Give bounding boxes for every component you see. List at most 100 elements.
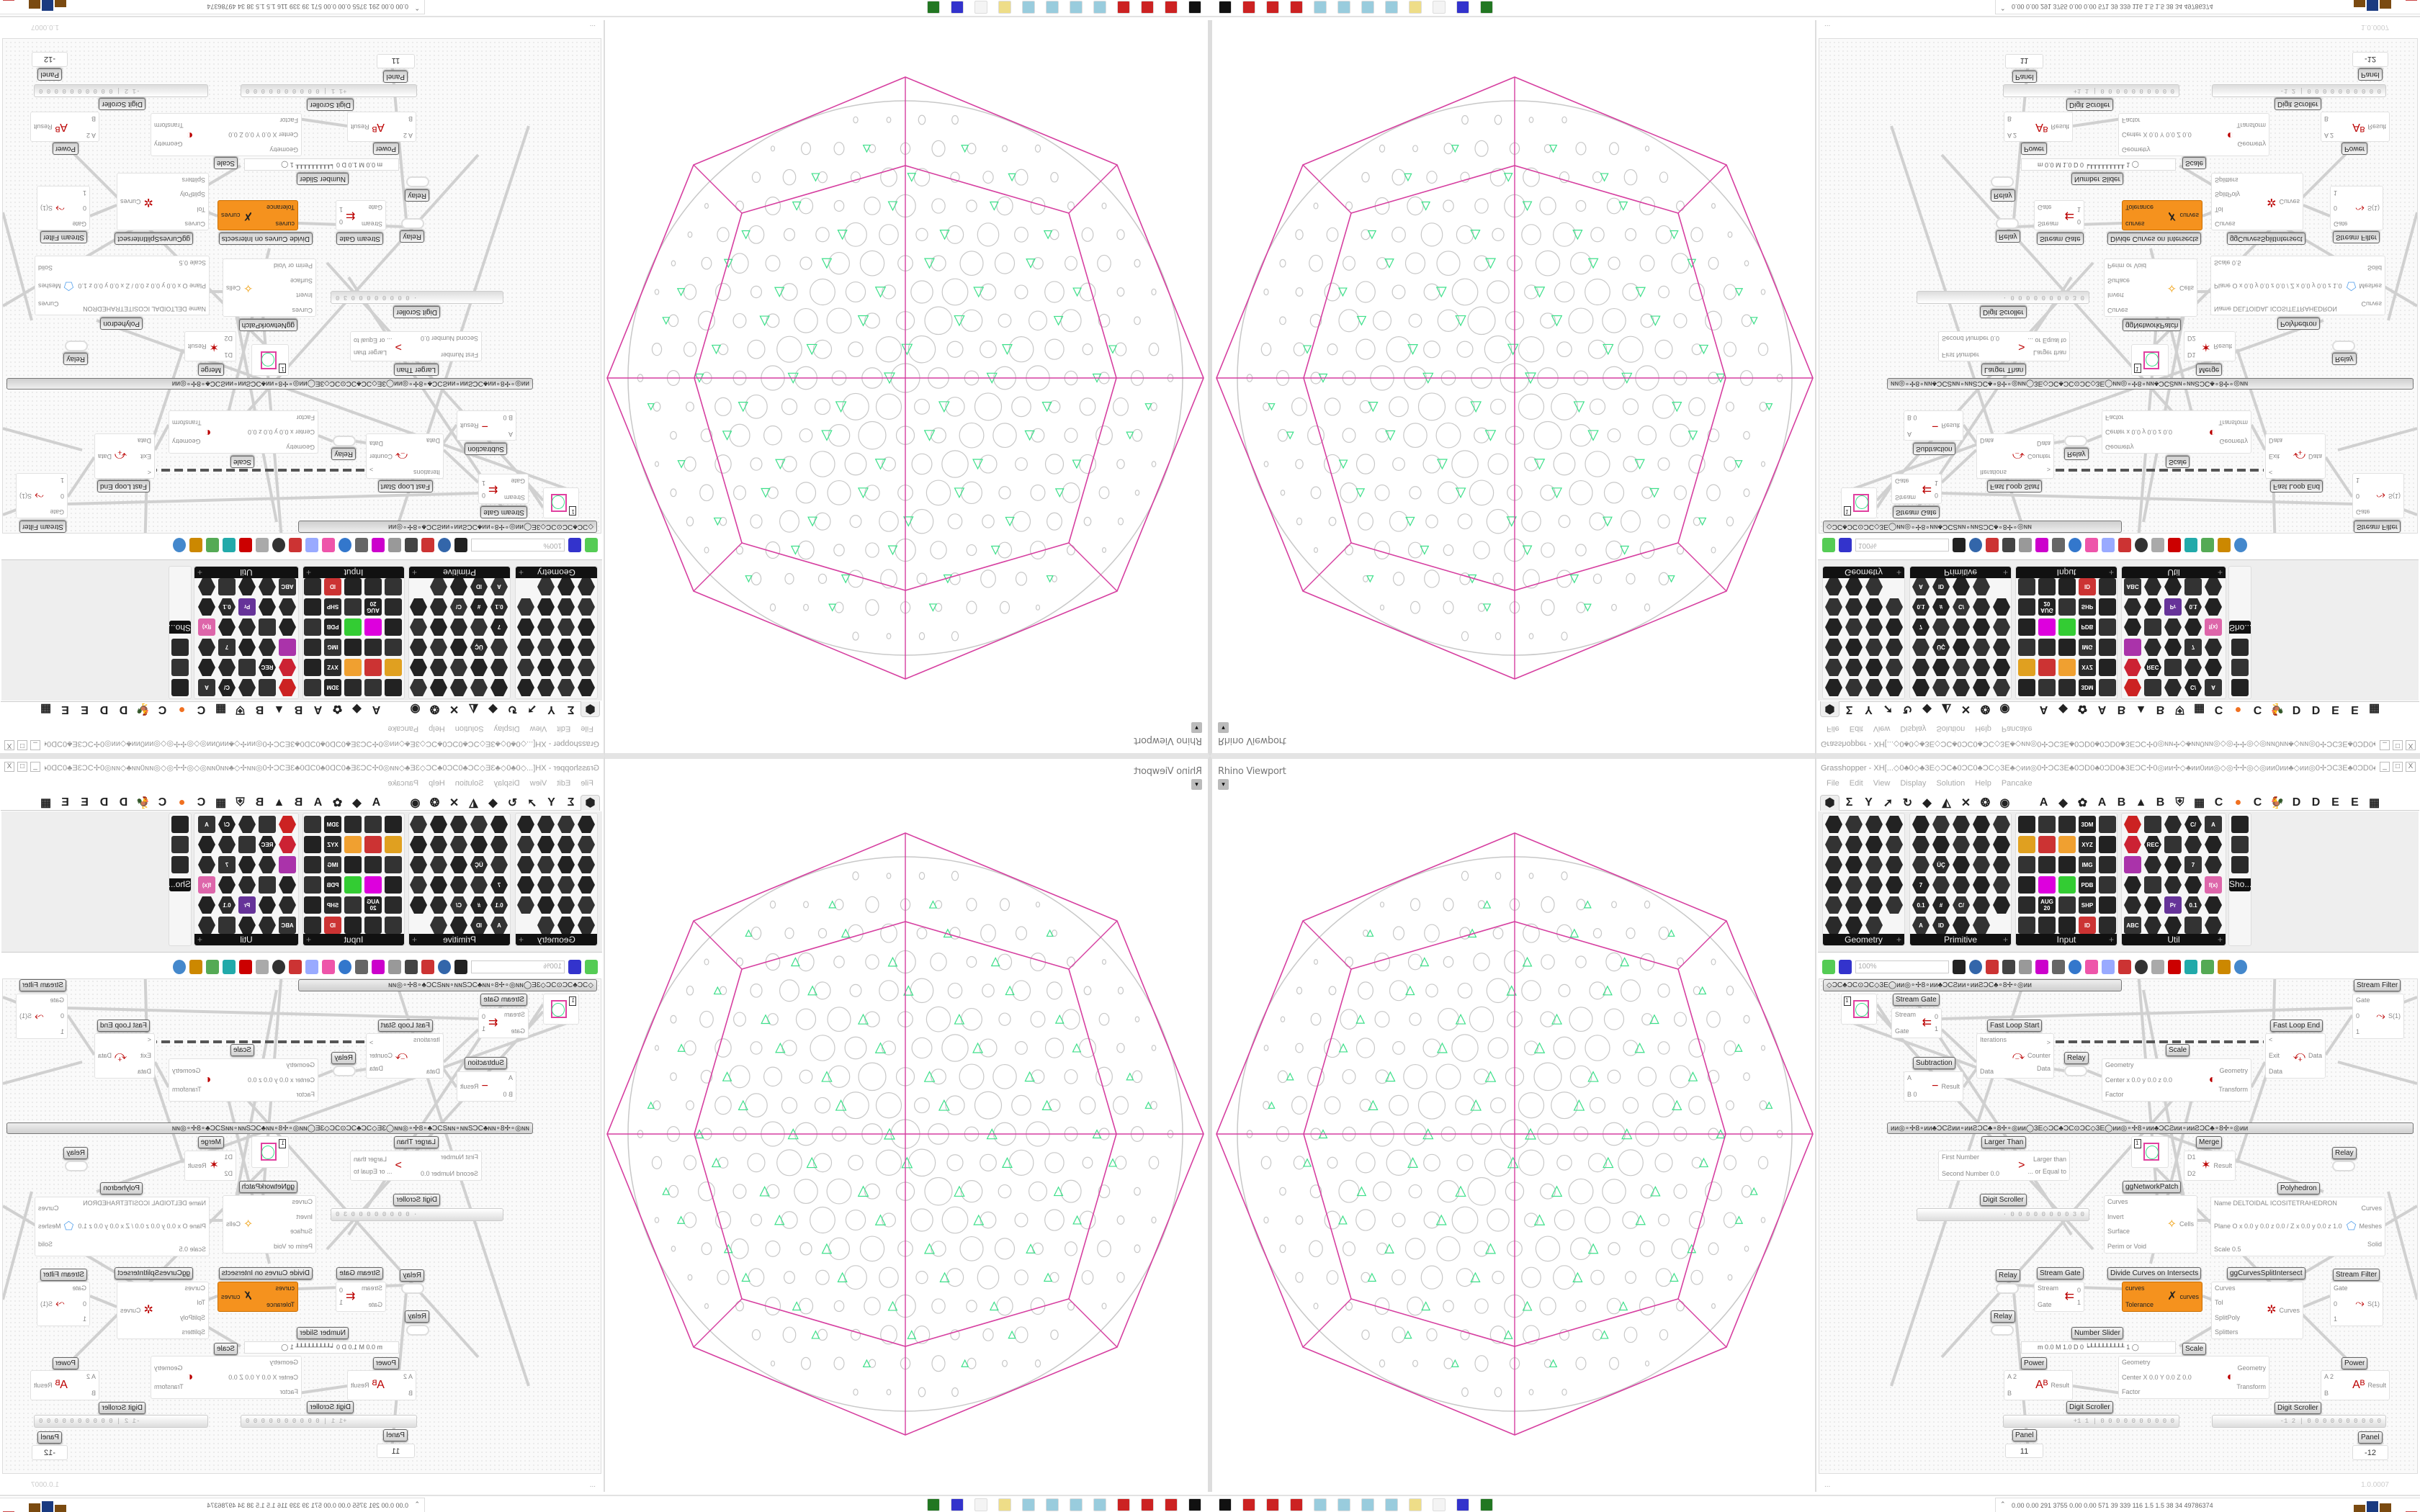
zoom-input[interactable]: 100%	[471, 539, 565, 552]
component-label[interactable]: Subtraction	[1913, 443, 1955, 455]
tab-icon[interactable]: ▦	[2193, 703, 2205, 716]
notepad-icon[interactable]	[1314, 1, 1327, 14]
tab-icon[interactable]: ❂	[429, 796, 440, 809]
input-param[interactable]: D2	[224, 335, 233, 342]
output-param[interactable]: Curves	[2279, 1306, 2300, 1314]
component-label[interactable]: Number Slider	[2071, 173, 2123, 185]
tab-icon[interactable]: Y	[1865, 796, 1873, 809]
component-icon[interactable]	[517, 856, 534, 873]
input-param[interactable]: Factor	[2105, 414, 2124, 421]
output-param[interactable]: 1	[1934, 1025, 1938, 1032]
component-icon[interactable]	[450, 679, 467, 696]
component-icon[interactable]	[1825, 816, 1842, 833]
input-param[interactable]: Center X 0.0 Y 0.0 Z 0.0	[228, 131, 298, 139]
component-icon[interactable]	[259, 896, 276, 914]
component-icon[interactable]	[1865, 876, 1883, 894]
component-label[interactable]: Stream Filter	[19, 521, 66, 533]
component-icon[interactable]	[1973, 856, 1990, 873]
component-scale[interactable]: Geometry Center X 0.0 Y 0.0 Z 0.0 Factor ◐ G…	[151, 1356, 302, 1399]
component-icon[interactable]	[2205, 578, 2222, 595]
input-param[interactable]: Second Number 0.0	[1942, 1170, 2000, 1177]
input-param[interactable]: Perim or Void	[2107, 262, 2147, 270]
folder-icon[interactable]	[1409, 1, 1422, 14]
input-param[interactable]: Factor	[2105, 1091, 2124, 1098]
component-label[interactable]: Power	[2021, 143, 2048, 155]
panel-label[interactable]: Util	[240, 567, 253, 577]
tab-icon[interactable]: C	[158, 703, 167, 716]
output-param[interactable]: ... or Equal to	[354, 1168, 393, 1175]
minimize-button[interactable]: _	[30, 762, 40, 772]
component-label[interactable]: Subtraction	[465, 443, 507, 455]
component-icon[interactable]	[2205, 836, 2222, 853]
component-label[interactable]: Panel	[37, 1431, 62, 1444]
input-param[interactable]: D1	[224, 351, 233, 359]
component-icon[interactable]	[385, 816, 402, 833]
component-icon[interactable]	[1845, 917, 1863, 934]
input-param[interactable]: Splitters	[182, 176, 205, 184]
menu-item[interactable]: Help	[1975, 779, 1991, 788]
gha-icon[interactable]	[372, 960, 385, 974]
component-stream-filter[interactable]: Gate 0 1 ⤳ S(1)	[16, 473, 68, 518]
component-icon[interactable]	[259, 816, 276, 833]
output-param[interactable]: Geometry	[154, 140, 183, 148]
zoom-extents-icon[interactable]	[454, 960, 467, 974]
notepad-icon[interactable]	[1093, 1, 1106, 14]
component-label[interactable]: Larger Than	[1981, 364, 2027, 376]
component-icon[interactable]	[364, 917, 382, 934]
minimize-button[interactable]: _	[2380, 740, 2390, 750]
component-icon[interactable]	[2099, 618, 2116, 636]
output-param[interactable]: ... or Equal to	[2027, 1168, 2066, 1175]
input-param[interactable]: 1	[82, 189, 86, 197]
component-icon[interactable]	[238, 816, 256, 833]
component-icon[interactable]	[410, 679, 427, 696]
component-label[interactable]: Panel	[383, 71, 408, 83]
wires-icon[interactable]	[289, 960, 302, 974]
output-param[interactable]: S(1)	[2367, 204, 2380, 212]
component-icon[interactable]	[1845, 836, 1863, 853]
input-param[interactable]: 0	[2356, 492, 2360, 500]
component-icon[interactable]: 3DM	[324, 816, 341, 833]
component-icon[interactable]	[259, 618, 276, 636]
component-icon[interactable]	[279, 816, 296, 833]
output-param[interactable]: Curves	[2361, 1205, 2382, 1212]
grasshopper-red-icon[interactable]	[1165, 1, 1178, 14]
component-icon[interactable]	[304, 876, 321, 894]
input-param[interactable]: 0	[60, 1012, 64, 1020]
component-icon[interactable]	[279, 836, 296, 853]
component-label[interactable]: Panel	[2358, 68, 2383, 81]
notepad-icon[interactable]	[1022, 1498, 1035, 1511]
component-label[interactable]: Panel	[2012, 71, 2037, 83]
cluster-icon[interactable]	[2002, 538, 2015, 552]
output-param[interactable]: Solid	[2367, 264, 2382, 271]
input-param[interactable]: Scale 0.5	[2214, 259, 2241, 266]
output-param[interactable]: Curves	[120, 1306, 141, 1314]
save-icon[interactable]	[1839, 538, 1852, 552]
component-icon[interactable]: C/	[218, 816, 236, 833]
output-param[interactable]: 1	[339, 206, 344, 213]
component-label[interactable]: Fast Loop End	[2270, 1020, 2323, 1032]
output-param[interactable]: 1	[2076, 206, 2081, 213]
tab-icon[interactable]: ▦	[215, 796, 227, 809]
output-param[interactable]: Result	[2367, 123, 2386, 131]
component-merge[interactable]: D1 D2 ✶ Result	[2184, 1151, 2236, 1181]
input-param[interactable]: Surface	[2107, 1228, 2130, 1236]
component-icon[interactable]	[238, 618, 256, 636]
tool-red-icon[interactable]	[1266, 1498, 1279, 1511]
component-icon[interactable]	[2058, 917, 2076, 934]
tab-icon[interactable]: ▲	[2135, 703, 2147, 716]
component-icon[interactable]	[2124, 816, 2141, 833]
sketch-icon[interactable]	[1986, 960, 1999, 974]
component-icon[interactable]: AUG 20	[364, 896, 382, 914]
component-ggcurvessplitintersect[interactable]: Curves Tol SplitPoly Splitters ✲ Curves	[117, 1282, 209, 1339]
panel-label[interactable]: Primitive	[443, 567, 477, 577]
tab-icon[interactable]: ▦	[2368, 796, 2380, 809]
component-icon[interactable]	[279, 856, 296, 873]
output-param[interactable]: Data	[2308, 453, 2322, 460]
component-icon[interactable]	[304, 816, 321, 833]
component-icon[interactable]	[2099, 659, 2116, 676]
tab-icon[interactable]: ⬢	[581, 701, 600, 718]
input-param[interactable]: SplitPoly	[2215, 1313, 2241, 1321]
component-icon[interactable]	[557, 836, 575, 853]
component-icon[interactable]	[557, 639, 575, 656]
panel-label[interactable]: Util	[2167, 567, 2180, 577]
